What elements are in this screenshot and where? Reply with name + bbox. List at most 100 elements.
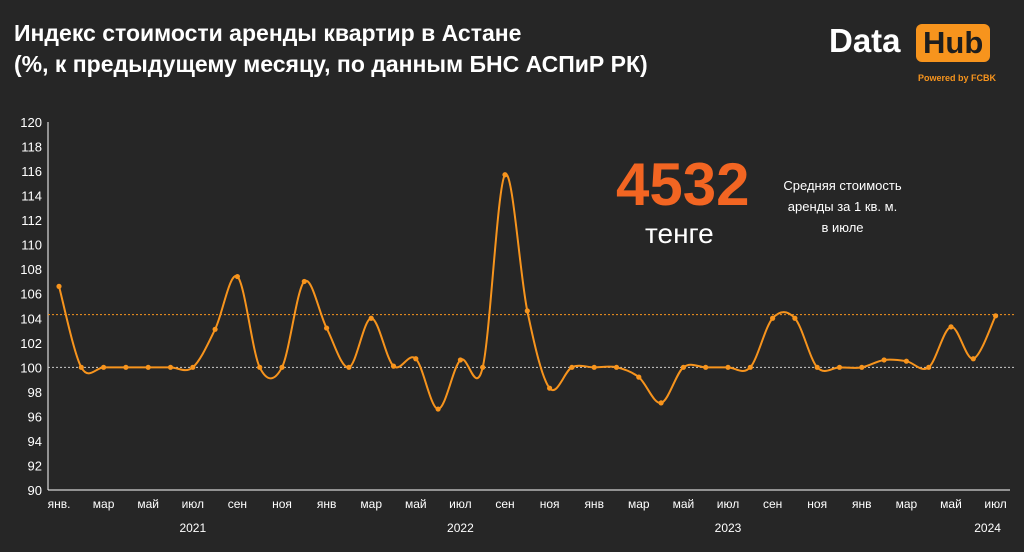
x-tick-label: май: [405, 497, 427, 511]
x-year-label: 2023: [715, 521, 742, 535]
data-point: [814, 364, 820, 370]
chart-title-line1: Индекс стоимости аренды квартир в Астане: [14, 20, 522, 46]
x-year-label: 2022: [447, 521, 474, 535]
y-tick-label: 100: [20, 360, 42, 375]
data-point: [301, 278, 307, 285]
data-point: [435, 406, 441, 412]
data-point: [658, 400, 664, 406]
data-point: [703, 364, 709, 370]
y-tick-label: 110: [21, 238, 42, 253]
callout-note-line3: в июле: [821, 220, 864, 235]
data-point: [234, 273, 240, 280]
data-point: [324, 325, 330, 331]
logo-data-text: Data: [829, 22, 901, 59]
data-point: [145, 364, 151, 370]
x-year-label: 2021: [179, 521, 206, 535]
data-point: [636, 374, 642, 380]
y-tick-label: 98: [28, 385, 42, 400]
y-tick-label: 96: [28, 409, 42, 424]
y-tick-label: 112: [21, 213, 42, 228]
chart-title: Индекс стоимости аренды квартир в Астане…: [14, 18, 648, 80]
x-tick-label: янв: [584, 497, 604, 511]
data-point: [680, 364, 687, 370]
data-point: [970, 356, 976, 362]
data-point: [457, 357, 463, 363]
data-point: [903, 358, 910, 364]
x-tick-label: сен: [763, 497, 782, 511]
data-point: [101, 364, 107, 370]
x-tick-label: май: [673, 497, 695, 511]
data-point: [948, 324, 954, 330]
callout-unit: тенге: [645, 218, 714, 249]
data-point: [524, 308, 530, 314]
y-tick-label: 92: [28, 458, 42, 473]
y-tick-label: 106: [20, 287, 42, 302]
data-point: [190, 364, 196, 370]
y-tick-label: 104: [20, 311, 42, 326]
data-point: [56, 283, 62, 289]
x-tick-label: июл: [449, 497, 471, 511]
data-point: [368, 315, 374, 321]
y-tick-label: 114: [21, 189, 42, 204]
data-point: [725, 364, 731, 370]
callout-value: 4532: [616, 151, 750, 218]
y-tick-label: 120: [20, 115, 42, 130]
x-year-label: 2024: [974, 521, 1001, 535]
data-point: [502, 172, 508, 178]
x-tick-label: ноя: [272, 497, 292, 511]
y-tick-label: 90: [28, 483, 42, 498]
y-tick-label: 102: [20, 336, 42, 351]
callout-note-line1: Средняя стоимость: [783, 178, 902, 193]
x-tick-label: мар: [628, 497, 650, 511]
x-tick-label: сен: [228, 497, 247, 511]
logo-powered-text: Powered by FCBK: [918, 73, 997, 83]
x-tick-label: июл: [717, 497, 739, 511]
y-tick-label: 118: [21, 140, 42, 155]
y-tick-label: 94: [28, 434, 42, 449]
data-point: [212, 326, 218, 332]
data-point: [591, 364, 597, 370]
x-tick-label: ноя: [807, 497, 827, 511]
data-point: [859, 364, 865, 370]
data-point: [547, 385, 553, 391]
x-tick-label: май: [137, 497, 159, 511]
data-point: [993, 313, 999, 319]
data-point: [881, 357, 887, 363]
data-point: [390, 363, 397, 369]
data-point: [346, 364, 352, 370]
data-point: [770, 315, 776, 321]
logo-hub-badge: Hub: [916, 24, 991, 62]
data-point: [78, 364, 84, 370]
data-point: [747, 364, 753, 370]
data-point: [569, 364, 575, 370]
data-point: [792, 315, 798, 321]
x-tick-label: май: [940, 497, 962, 511]
x-tick-label: мар: [93, 497, 115, 511]
data-point: [836, 364, 843, 370]
chart-title-line2: (%, к предыдущему месяцу, по данным БНС …: [14, 51, 648, 77]
x-tick-label: июл: [984, 497, 1006, 511]
callout-note-line2: аренды за 1 кв. м.: [787, 199, 898, 214]
callout-note: Средняя стоимость аренды за 1 кв. м. в и…: [765, 175, 920, 238]
x-tick-label: ноя: [540, 497, 560, 511]
data-point: [257, 364, 263, 370]
x-tick-label: мар: [360, 497, 382, 511]
x-tick-label: янв.: [48, 497, 71, 511]
data-point: [926, 364, 932, 370]
data-point: [480, 364, 486, 370]
x-tick-label: янв: [852, 497, 872, 511]
x-tick-label: мар: [896, 497, 918, 511]
y-tick-label: 108: [20, 262, 42, 277]
y-tick-label: 116: [21, 164, 42, 179]
data-point: [167, 364, 174, 370]
datahub-logo: Data Hub Powered by FCBK: [829, 14, 1009, 84]
data-point: [123, 364, 129, 370]
data-point: [413, 356, 419, 362]
data-point: [613, 364, 620, 370]
data-point: [279, 364, 285, 370]
x-tick-label: янв: [317, 497, 337, 511]
series-line: [58, 173, 997, 411]
x-tick-label: июл: [182, 497, 204, 511]
x-tick-label: сен: [495, 497, 514, 511]
